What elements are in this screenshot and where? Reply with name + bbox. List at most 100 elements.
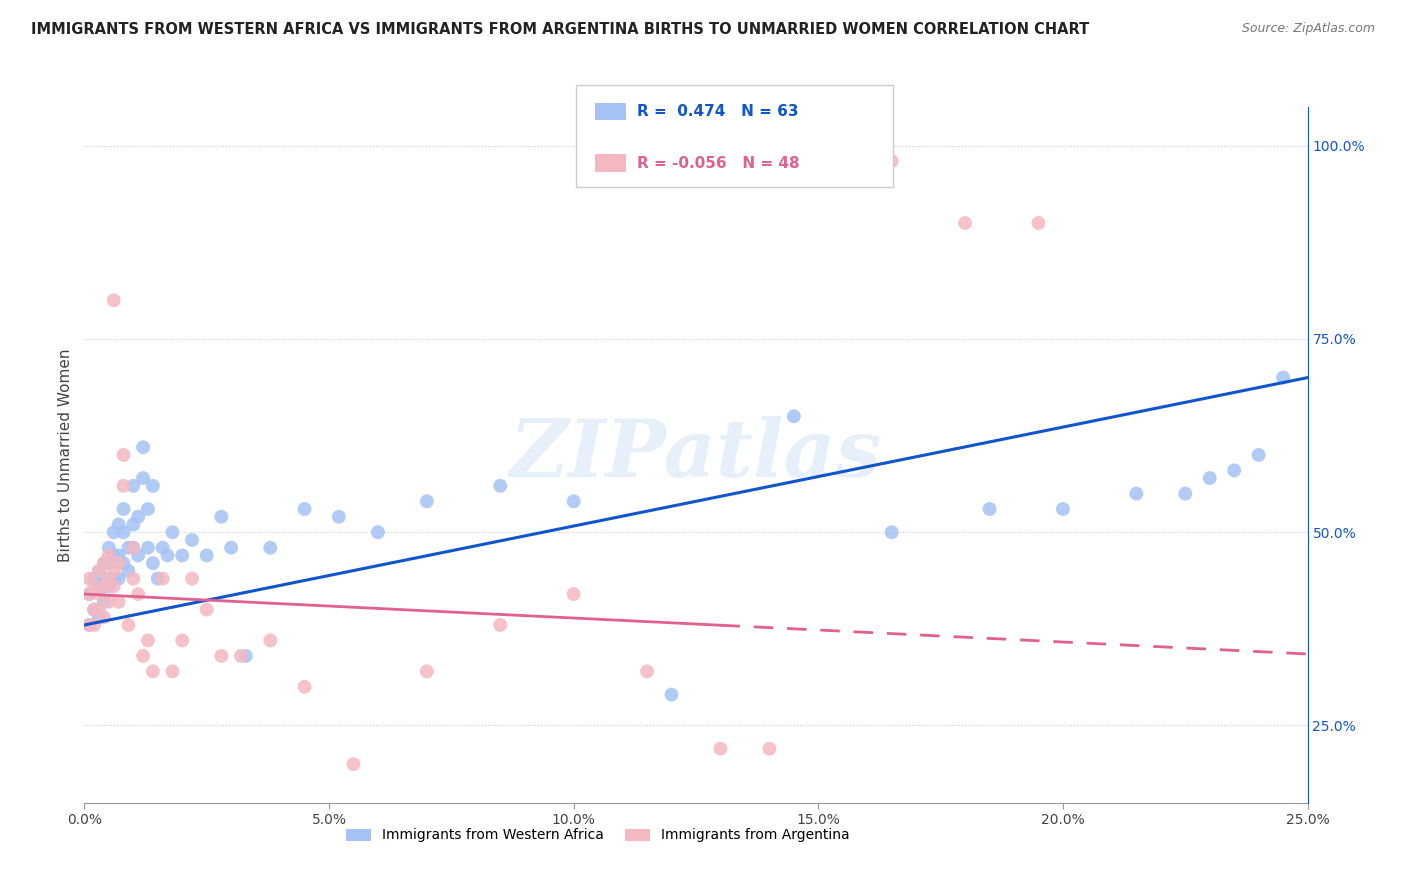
Point <box>97 595 120 609</box>
Legend: Immigrants from Western Africa, Immigrants from Argentina: Immigrants from Western Africa, Immigran… <box>340 823 855 848</box>
Point <box>136 502 159 516</box>
Point <box>162 665 184 679</box>
Point <box>142 556 165 570</box>
Point <box>709 741 731 756</box>
Point <box>328 509 350 524</box>
Point <box>416 494 439 508</box>
Point <box>93 579 115 593</box>
Point <box>97 549 120 563</box>
Point <box>83 579 105 593</box>
Point <box>112 479 135 493</box>
Point <box>112 448 135 462</box>
Point <box>953 216 976 230</box>
Point <box>294 502 316 516</box>
Point <box>77 618 100 632</box>
Point <box>112 502 135 516</box>
Point <box>142 665 165 679</box>
Point <box>132 440 155 454</box>
Point <box>117 541 139 555</box>
Point <box>122 541 145 555</box>
Text: R = -0.056   N = 48: R = -0.056 N = 48 <box>637 156 800 170</box>
Point <box>127 549 149 563</box>
Point <box>152 572 174 586</box>
Point <box>156 549 179 563</box>
Point <box>117 564 139 578</box>
Point <box>489 479 512 493</box>
Text: Source: ZipAtlas.com: Source: ZipAtlas.com <box>1241 22 1375 36</box>
Point <box>142 479 165 493</box>
Point <box>83 572 105 586</box>
Point <box>979 502 1001 516</box>
Point <box>93 595 115 609</box>
Point <box>103 293 125 308</box>
Text: IMMIGRANTS FROM WESTERN AFRICA VS IMMIGRANTS FROM ARGENTINA BIRTHS TO UNMARRIED : IMMIGRANTS FROM WESTERN AFRICA VS IMMIGR… <box>31 22 1090 37</box>
Text: R =  0.474   N = 63: R = 0.474 N = 63 <box>637 104 799 119</box>
Point <box>294 680 316 694</box>
Point <box>107 549 129 563</box>
Point <box>162 525 184 540</box>
Point <box>172 633 194 648</box>
Point <box>783 409 806 424</box>
Point <box>416 665 439 679</box>
Point <box>259 541 281 555</box>
Point <box>562 494 585 508</box>
Point <box>103 525 125 540</box>
Point <box>77 618 100 632</box>
Point <box>83 602 105 616</box>
Point <box>1125 486 1147 500</box>
Point <box>112 556 135 570</box>
Point <box>758 741 780 756</box>
Point <box>562 587 585 601</box>
Point <box>122 572 145 586</box>
Point <box>219 541 242 555</box>
Point <box>93 572 115 586</box>
Point <box>87 579 110 593</box>
Point <box>1028 216 1050 230</box>
Point <box>103 564 125 578</box>
Point <box>136 633 159 648</box>
Point <box>112 525 135 540</box>
Point <box>77 572 100 586</box>
Point <box>880 154 903 169</box>
Point <box>97 579 120 593</box>
Point <box>97 572 120 586</box>
Point <box>93 556 115 570</box>
Point <box>1247 448 1270 462</box>
Point <box>103 572 125 586</box>
Point <box>146 572 169 586</box>
Point <box>132 471 155 485</box>
Point <box>209 509 232 524</box>
Point <box>107 572 129 586</box>
Point <box>1174 486 1197 500</box>
Point <box>103 549 125 563</box>
Point <box>83 602 105 616</box>
Point <box>87 602 110 616</box>
Point <box>97 541 120 555</box>
Point <box>181 572 204 586</box>
Point <box>77 587 100 601</box>
Point <box>93 610 115 624</box>
Point <box>259 633 281 648</box>
Point <box>636 665 658 679</box>
Point <box>489 618 512 632</box>
Point <box>195 549 218 563</box>
Point <box>152 541 174 555</box>
Point <box>87 610 110 624</box>
Point <box>107 595 129 609</box>
Point <box>103 579 125 593</box>
Point <box>87 564 110 578</box>
Point <box>136 541 159 555</box>
Point <box>1272 370 1295 384</box>
Point <box>127 587 149 601</box>
Point <box>122 517 145 532</box>
Point <box>87 564 110 578</box>
Point <box>83 618 105 632</box>
Point <box>117 618 139 632</box>
Point <box>195 602 218 616</box>
Point <box>107 556 129 570</box>
Point <box>367 525 389 540</box>
Y-axis label: Births to Unmarried Women: Births to Unmarried Women <box>58 348 73 562</box>
Point <box>235 648 257 663</box>
Point <box>229 648 252 663</box>
Point <box>880 525 903 540</box>
